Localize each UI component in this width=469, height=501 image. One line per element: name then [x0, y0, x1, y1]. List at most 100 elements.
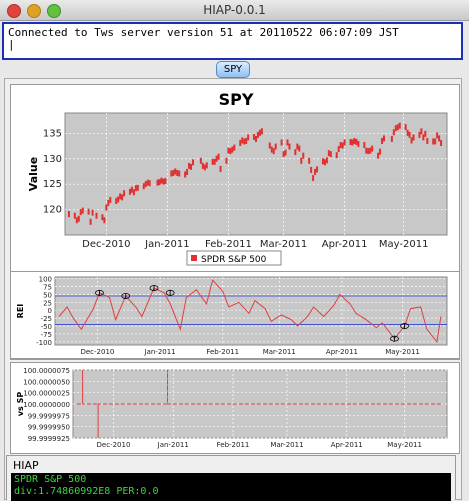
price-point: [205, 162, 208, 169]
price-point: [105, 204, 108, 211]
minimize-window-button[interactable]: [27, 4, 41, 18]
console-message: Connected to Tws server version 51 at 20…: [8, 26, 399, 39]
price-point: [164, 178, 167, 185]
y-tick-label: 100: [39, 276, 52, 284]
price-point: [233, 144, 236, 151]
price-point: [412, 134, 415, 141]
price-point: [211, 158, 214, 165]
price-point: [270, 146, 273, 153]
price-point: [256, 131, 259, 138]
price-point: [418, 131, 421, 138]
price-point: [381, 137, 384, 144]
y-tick-label: 75: [43, 283, 52, 291]
x-tick-label: Feb-2011: [206, 348, 239, 356]
price-point: [394, 125, 397, 132]
price-point: [272, 148, 275, 155]
price-point: [424, 130, 427, 137]
price-point: [420, 128, 423, 135]
price-point: [280, 139, 283, 146]
price-point: [219, 165, 222, 172]
price-point: [213, 158, 216, 165]
x-tick-label: Jan-2011: [144, 239, 189, 250]
price-point: [128, 188, 131, 195]
hiap-panel: HIAP SPDR S&P 500 div:1.74860992E8 PER:0…: [6, 455, 456, 501]
price-point: [258, 129, 261, 136]
y-axis-label: Value: [27, 157, 40, 191]
price-point: [343, 139, 346, 146]
price-point: [191, 159, 194, 166]
x-tick-label: May-2011: [385, 348, 420, 356]
zoom-window-button[interactable]: [47, 4, 61, 18]
price-point: [434, 138, 437, 145]
price-point: [117, 196, 120, 203]
y-tick-label: 100.0000050: [23, 378, 70, 386]
price-point: [398, 122, 401, 129]
connection-console[interactable]: Connected to Tws server version 51 at 20…: [2, 22, 463, 60]
y-tick-label: 99.9999925: [28, 435, 70, 443]
price-point: [367, 148, 370, 155]
chart-title: SPY: [219, 90, 254, 109]
x-tick-label: Jan-2011: [157, 441, 189, 449]
y-tick-label: 100.0000025: [23, 390, 70, 398]
close-window-button[interactable]: [7, 4, 21, 18]
x-tick-label: Jan-2011: [144, 348, 176, 356]
price-point: [312, 175, 315, 182]
vs-sp-chart-panel: vs SP Dec-2010 Jan-2011 Feb-2011 Mar-2011 Apr…: [10, 362, 460, 454]
x-tick-label: Mar-2011: [270, 441, 303, 449]
price-point: [79, 209, 82, 216]
price-point: [377, 152, 380, 159]
price-point: [406, 129, 409, 136]
price-point: [396, 124, 399, 131]
price-point: [339, 142, 342, 149]
price-point: [422, 134, 425, 141]
x-tick-label: Apr-2011: [331, 441, 363, 449]
y-tick-label: 130: [43, 154, 62, 165]
price-point: [156, 179, 159, 186]
price-point: [341, 142, 344, 149]
console-cursor: |: [8, 38, 15, 51]
price-point: [335, 152, 338, 159]
price-point: [260, 128, 263, 135]
price-point: [103, 217, 106, 224]
price-point: [371, 145, 374, 152]
legend-box: [186, 250, 282, 266]
price-point: [87, 208, 90, 215]
price-point: [67, 211, 70, 218]
legend-swatch: [191, 255, 197, 261]
y-tick-label: 100.0000000: [23, 401, 70, 409]
price-point: [132, 189, 135, 196]
price-point: [170, 170, 173, 177]
price-point: [286, 139, 289, 146]
price-point: [95, 212, 98, 219]
price-point: [432, 138, 435, 145]
price-point: [227, 147, 230, 154]
price-point: [329, 151, 332, 158]
price-point: [225, 157, 228, 164]
price-point: [300, 157, 303, 164]
price-point: [217, 153, 220, 160]
y-tick-label: -100: [36, 339, 52, 347]
x-tick-label: Dec-2010: [97, 441, 131, 449]
tab-spy[interactable]: SPY: [216, 61, 250, 78]
y-tick-label: -25: [41, 315, 52, 323]
y-tick-label: 135: [43, 128, 62, 139]
price-point: [337, 146, 340, 153]
price-point: [325, 157, 328, 164]
hiap-output: SPDR S&P 500 div:1.74860992E8 PER:0.0: [11, 473, 451, 501]
rei-chart: REI Dec-2010 Jan-2011 Feb-2011 Mar-2011 Apr-2…: [16, 276, 448, 356]
price-point: [73, 212, 76, 219]
price-point: [363, 142, 366, 149]
price-point: [75, 217, 78, 224]
price-point: [351, 139, 354, 146]
x-tick-label: May-2011: [387, 441, 422, 449]
x-tick-label: Feb-2011: [217, 441, 250, 449]
price-point: [107, 199, 110, 206]
plot-area: [64, 112, 448, 236]
price-point: [410, 137, 413, 144]
price-point: [302, 152, 305, 159]
price-point: [382, 135, 385, 142]
price-point: [91, 209, 94, 216]
price-point: [288, 143, 291, 150]
price-point: [436, 132, 439, 139]
price-point: [369, 147, 372, 154]
